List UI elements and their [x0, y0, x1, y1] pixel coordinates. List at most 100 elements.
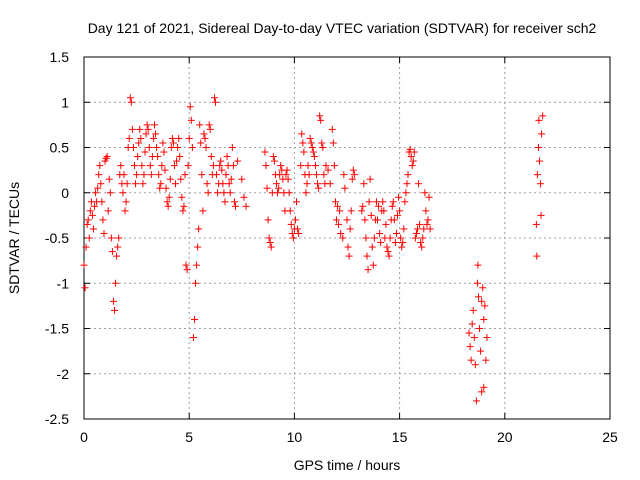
data-point — [270, 157, 278, 165]
data-point — [262, 162, 270, 170]
data-point — [104, 207, 112, 215]
data-point — [481, 302, 489, 310]
data-point — [203, 180, 211, 188]
data-point — [410, 148, 418, 156]
data-point — [225, 180, 233, 188]
grid-lines — [84, 57, 610, 419]
data-point — [181, 171, 189, 179]
data-point — [227, 175, 235, 183]
data-point — [160, 148, 168, 156]
data-point — [133, 171, 141, 179]
data-point — [289, 234, 297, 242]
x-tick-label: 5 — [185, 429, 193, 445]
data-point — [283, 166, 291, 174]
data-point — [91, 202, 99, 210]
data-point — [161, 166, 169, 174]
axis-ticks — [83, 56, 611, 420]
data-point — [162, 184, 170, 192]
data-point — [297, 162, 305, 170]
data-point — [143, 121, 151, 129]
data-point — [339, 234, 347, 242]
data-point — [305, 171, 313, 179]
data-point — [152, 130, 160, 138]
data-point — [358, 207, 366, 215]
data-point — [137, 134, 145, 142]
data-point — [85, 234, 93, 242]
x-tick-label: 10 — [287, 429, 303, 445]
data-point — [190, 315, 198, 323]
data-point — [173, 157, 181, 165]
data-point — [135, 139, 143, 147]
y-tick-label: -1 — [57, 275, 70, 291]
data-point — [536, 157, 544, 165]
data-points — [80, 94, 547, 405]
data-point — [177, 175, 185, 183]
x-tick-label: 15 — [392, 429, 408, 445]
data-point — [265, 234, 273, 242]
data-point — [330, 162, 338, 170]
data-point — [320, 171, 328, 179]
data-point — [138, 162, 146, 170]
data-point — [311, 162, 319, 170]
data-point — [275, 184, 283, 192]
data-point — [421, 189, 429, 197]
data-point — [367, 211, 375, 219]
data-point — [182, 261, 190, 269]
data-point — [391, 239, 399, 247]
data-point — [234, 157, 242, 165]
data-point — [170, 162, 178, 170]
data-point — [385, 252, 393, 260]
data-point — [316, 112, 324, 120]
data-point — [267, 243, 275, 251]
data-point — [92, 189, 100, 197]
data-point — [178, 193, 186, 201]
data-point — [533, 252, 541, 260]
data-point — [127, 98, 135, 106]
data-point — [347, 207, 355, 215]
data-point — [284, 175, 292, 183]
data-point — [286, 207, 294, 215]
y-tick-label: 1.5 — [50, 49, 70, 65]
data-point — [186, 103, 194, 111]
data-point — [175, 134, 183, 142]
data-point — [386, 234, 394, 242]
data-point — [277, 162, 285, 170]
data-point — [298, 130, 306, 138]
data-point — [532, 220, 540, 228]
data-point — [198, 171, 206, 179]
data-point — [360, 180, 368, 188]
data-point — [326, 180, 334, 188]
data-point — [470, 334, 478, 342]
data-point — [287, 220, 295, 228]
data-point — [201, 134, 209, 142]
y-tick-labels: -2.5 -2 -1.5 -1 -0.5 0 0.5 1 1.5 — [45, 49, 69, 427]
data-point — [193, 261, 201, 269]
data-point — [369, 261, 377, 269]
data-point — [228, 144, 236, 151]
x-tick-label: 20 — [497, 429, 513, 445]
data-point — [88, 211, 96, 219]
data-point — [537, 211, 545, 219]
data-point — [393, 211, 401, 219]
data-point — [336, 207, 344, 215]
data-point — [318, 139, 326, 147]
data-point — [212, 98, 219, 106]
data-point — [230, 198, 238, 206]
x-tick-labels: 0 5 10 15 20 25 — [80, 429, 618, 445]
data-point — [156, 184, 164, 192]
data-point — [416, 220, 424, 228]
y-tick-label: -1.5 — [45, 321, 69, 337]
data-point — [155, 171, 163, 179]
data-point — [274, 189, 282, 197]
data-point — [308, 144, 316, 151]
data-point — [539, 112, 547, 120]
data-point — [147, 171, 155, 179]
data-point — [344, 243, 352, 251]
data-point — [276, 171, 284, 179]
data-point — [288, 229, 296, 237]
y-tick-label: 0 — [61, 185, 69, 201]
data-point — [142, 130, 150, 138]
data-point — [341, 184, 349, 192]
data-point — [346, 225, 354, 233]
data-point — [107, 234, 115, 242]
